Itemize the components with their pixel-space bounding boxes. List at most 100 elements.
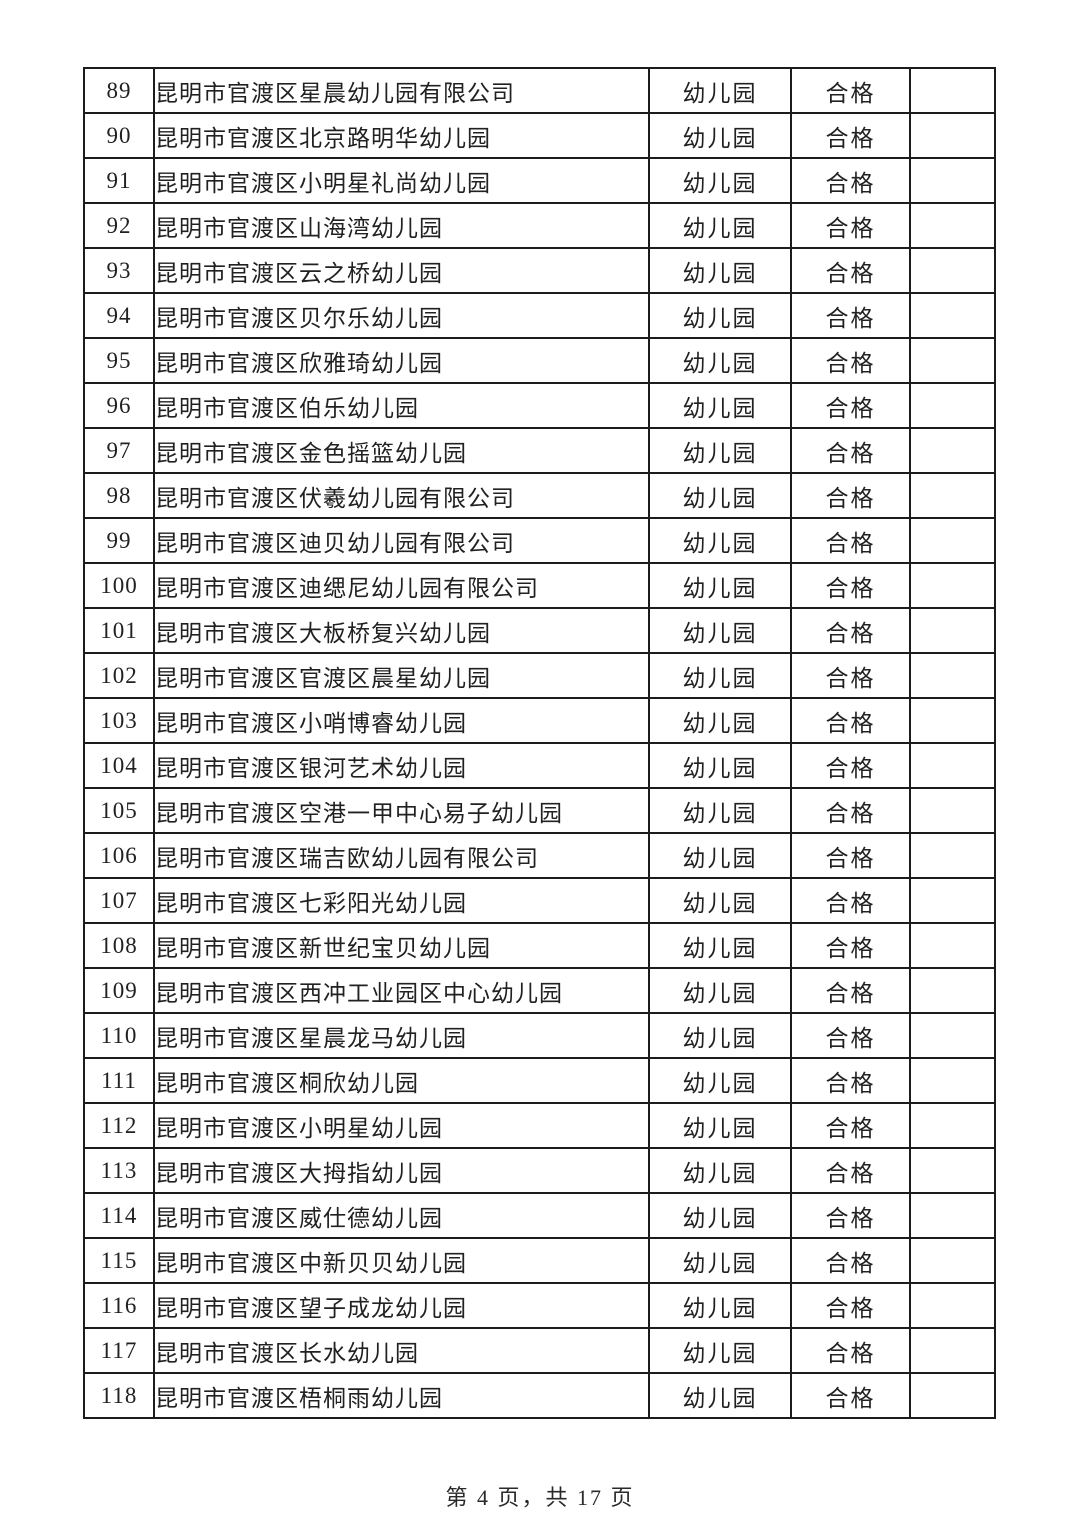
row-number-cell: 96 [83, 382, 155, 429]
result-cell: 合格 [790, 1192, 911, 1239]
type-cell: 幼儿园 [648, 832, 792, 879]
kindergarten-name-cell: 昆明市官渡区大板桥复兴幼儿园 [153, 607, 650, 654]
result-cell: 合格 [790, 1012, 911, 1059]
remark-cell [909, 742, 996, 789]
kindergarten-name-cell: 昆明市官渡区星晨龙马幼儿园 [153, 1012, 650, 1059]
table-row: 100 昆明市官渡区迪缌尼幼儿园有限公司 幼儿园 合格 [83, 562, 996, 609]
table-row: 109 昆明市官渡区西冲工业园区中心幼儿园 幼儿园 合格 [83, 967, 996, 1014]
remark-cell [909, 652, 996, 699]
table-row: 98 昆明市官渡区伏羲幼儿园有限公司 幼儿园 合格 [83, 472, 996, 519]
table-row: 105 昆明市官渡区空港一甲中心易子幼儿园 幼儿园 合格 [83, 787, 996, 834]
kindergarten-name-cell: 昆明市官渡区小哨博睿幼儿园 [153, 697, 650, 744]
result-cell: 合格 [790, 427, 911, 474]
result-cell: 合格 [790, 1102, 911, 1149]
type-cell: 幼儿园 [648, 1102, 792, 1149]
type-cell: 幼儿园 [648, 922, 792, 969]
kindergarten-name-cell: 昆明市官渡区威仕德幼儿园 [153, 1192, 650, 1239]
result-cell: 合格 [790, 922, 911, 969]
row-number-cell: 108 [83, 922, 155, 969]
type-cell: 幼儿园 [648, 157, 792, 204]
row-number-cell: 104 [83, 742, 155, 789]
remark-cell [909, 877, 996, 924]
row-number-cell: 109 [83, 967, 155, 1014]
remark-cell [909, 562, 996, 609]
type-cell: 幼儿园 [648, 877, 792, 924]
result-cell: 合格 [790, 1282, 911, 1329]
kindergarten-name-cell: 昆明市官渡区北京路明华幼儿园 [153, 112, 650, 159]
table-row: 96 昆明市官渡区伯乐幼儿园 幼儿园 合格 [83, 382, 996, 429]
type-cell: 幼儿园 [648, 292, 792, 339]
page-footer: 第 4 页，共 17 页 [0, 1480, 1080, 1512]
table-row: 95 昆明市官渡区欣雅琦幼儿园 幼儿园 合格 [83, 337, 996, 384]
row-number-cell: 117 [83, 1327, 155, 1374]
table-row: 89 昆明市官渡区星晨幼儿园有限公司 幼儿园 合格 [83, 67, 996, 114]
result-cell: 合格 [790, 67, 911, 114]
table-row: 91 昆明市官渡区小明星礼尚幼儿园 幼儿园 合格 [83, 157, 996, 204]
table-row: 102 昆明市官渡区官渡区晨星幼儿园 幼儿园 合格 [83, 652, 996, 699]
remark-cell [909, 247, 996, 294]
result-cell: 合格 [790, 202, 911, 249]
kindergarten-name-cell: 昆明市官渡区金色摇篮幼儿园 [153, 427, 650, 474]
table-row: 113 昆明市官渡区大拇指幼儿园 幼儿园 合格 [83, 1147, 996, 1194]
type-cell: 幼儿园 [648, 1012, 792, 1059]
remark-cell [909, 1147, 996, 1194]
kindergarten-name-cell: 昆明市官渡区大拇指幼儿园 [153, 1147, 650, 1194]
type-cell: 幼儿园 [648, 787, 792, 834]
remark-cell [909, 67, 996, 114]
result-cell: 合格 [790, 1057, 911, 1104]
row-number-cell: 102 [83, 652, 155, 699]
kindergarten-name-cell: 昆明市官渡区望子成龙幼儿园 [153, 1282, 650, 1329]
result-cell: 合格 [790, 652, 911, 699]
table-row: 92 昆明市官渡区山海湾幼儿园 幼儿园 合格 [83, 202, 996, 249]
type-cell: 幼儿园 [648, 337, 792, 384]
table-row: 101 昆明市官渡区大板桥复兴幼儿园 幼儿园 合格 [83, 607, 996, 654]
result-cell: 合格 [790, 967, 911, 1014]
table-row: 115 昆明市官渡区中新贝贝幼儿园 幼儿园 合格 [83, 1237, 996, 1284]
type-cell: 幼儿园 [648, 1147, 792, 1194]
kindergarten-name-cell: 昆明市官渡区迪贝幼儿园有限公司 [153, 517, 650, 564]
row-number-cell: 101 [83, 607, 155, 654]
table-row: 106 昆明市官渡区瑞吉欧幼儿园有限公司 幼儿园 合格 [83, 832, 996, 879]
type-cell: 幼儿园 [648, 1372, 792, 1419]
result-cell: 合格 [790, 742, 911, 789]
row-number-cell: 94 [83, 292, 155, 339]
remark-cell [909, 427, 996, 474]
row-number-cell: 89 [83, 67, 155, 114]
result-cell: 合格 [790, 562, 911, 609]
remark-cell [909, 787, 996, 834]
type-cell: 幼儿园 [648, 382, 792, 429]
row-number-cell: 110 [83, 1012, 155, 1059]
result-cell: 合格 [790, 112, 911, 159]
type-cell: 幼儿园 [648, 202, 792, 249]
kindergarten-name-cell: 昆明市官渡区欣雅琦幼儿园 [153, 337, 650, 384]
remark-cell [909, 337, 996, 384]
row-number-cell: 93 [83, 247, 155, 294]
table-row: 117 昆明市官渡区长水幼儿园 幼儿园 合格 [83, 1327, 996, 1374]
kindergarten-name-cell: 昆明市官渡区长水幼儿园 [153, 1327, 650, 1374]
table-row: 103 昆明市官渡区小哨博睿幼儿园 幼儿园 合格 [83, 697, 996, 744]
result-cell: 合格 [790, 337, 911, 384]
table-row: 99 昆明市官渡区迪贝幼儿园有限公司 幼儿园 合格 [83, 517, 996, 564]
table-row: 114 昆明市官渡区威仕德幼儿园 幼儿园 合格 [83, 1192, 996, 1239]
type-cell: 幼儿园 [648, 1327, 792, 1374]
result-cell: 合格 [790, 472, 911, 519]
kindergarten-name-cell: 昆明市官渡区七彩阳光幼儿园 [153, 877, 650, 924]
kindergarten-name-cell: 昆明市官渡区银河艺术幼儿园 [153, 742, 650, 789]
row-number-cell: 113 [83, 1147, 155, 1194]
table-row: 112 昆明市官渡区小明星幼儿园 幼儿园 合格 [83, 1102, 996, 1149]
type-cell: 幼儿园 [648, 247, 792, 294]
result-cell: 合格 [790, 382, 911, 429]
table-row: 97 昆明市官渡区金色摇篮幼儿园 幼儿园 合格 [83, 427, 996, 474]
type-cell: 幼儿园 [648, 1237, 792, 1284]
remark-cell [909, 1102, 996, 1149]
kindergarten-name-cell: 昆明市官渡区西冲工业园区中心幼儿园 [153, 967, 650, 1014]
remark-cell [909, 832, 996, 879]
table-row: 107 昆明市官渡区七彩阳光幼儿园 幼儿园 合格 [83, 877, 996, 924]
remark-cell [909, 382, 996, 429]
type-cell: 幼儿园 [648, 697, 792, 744]
result-cell: 合格 [790, 157, 911, 204]
remark-cell [909, 292, 996, 339]
remark-cell [909, 1057, 996, 1104]
type-cell: 幼儿园 [648, 967, 792, 1014]
